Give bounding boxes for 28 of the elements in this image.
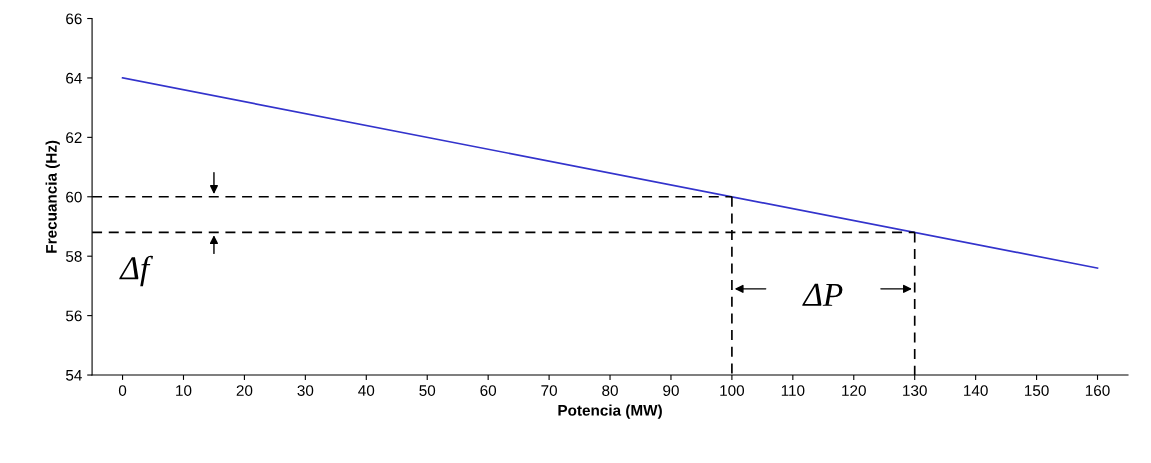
y-tick-label: 58 bbox=[65, 251, 82, 262]
x-tick-label: 30 bbox=[297, 385, 314, 396]
x-tick-label: 130 bbox=[903, 385, 927, 396]
y-tick-label: 66 bbox=[66, 13, 82, 25]
x-tick-label: 50 bbox=[419, 385, 436, 396]
y-tick-label: 54 bbox=[65, 370, 82, 381]
x-tick-label: 90 bbox=[663, 385, 679, 396]
x-tick-label: 100 bbox=[720, 385, 745, 396]
x-tick-label: 70 bbox=[541, 385, 557, 396]
x-tick-label: 10 bbox=[176, 385, 192, 396]
x-tick-label: 120 bbox=[842, 385, 866, 396]
x-tick-label: 110 bbox=[781, 385, 805, 396]
x-tick-label: 40 bbox=[358, 385, 375, 396]
x-tick-label: 160 bbox=[1085, 385, 1110, 396]
x-tick-label: 150 bbox=[1025, 385, 1049, 396]
x-tick-label: 60 bbox=[480, 385, 497, 396]
y-tick-label: 60 bbox=[66, 191, 82, 203]
y-axis-title: Frecuancia (Hz) bbox=[45, 140, 60, 253]
annotation: ΔP bbox=[802, 283, 843, 306]
y-tick-label: 64 bbox=[66, 72, 82, 84]
annotation: Δf bbox=[119, 255, 153, 287]
x-tick-label: 0 bbox=[118, 385, 127, 396]
x-tick-label: 140 bbox=[964, 385, 988, 396]
y-tick-label: 62 bbox=[66, 132, 82, 144]
y-tick-label: 56 bbox=[65, 310, 82, 322]
x-axis-title: Potencia (MW) bbox=[558, 404, 662, 419]
x-tick-label: 80 bbox=[602, 385, 618, 396]
x-tick-label: 20 bbox=[236, 385, 253, 396]
